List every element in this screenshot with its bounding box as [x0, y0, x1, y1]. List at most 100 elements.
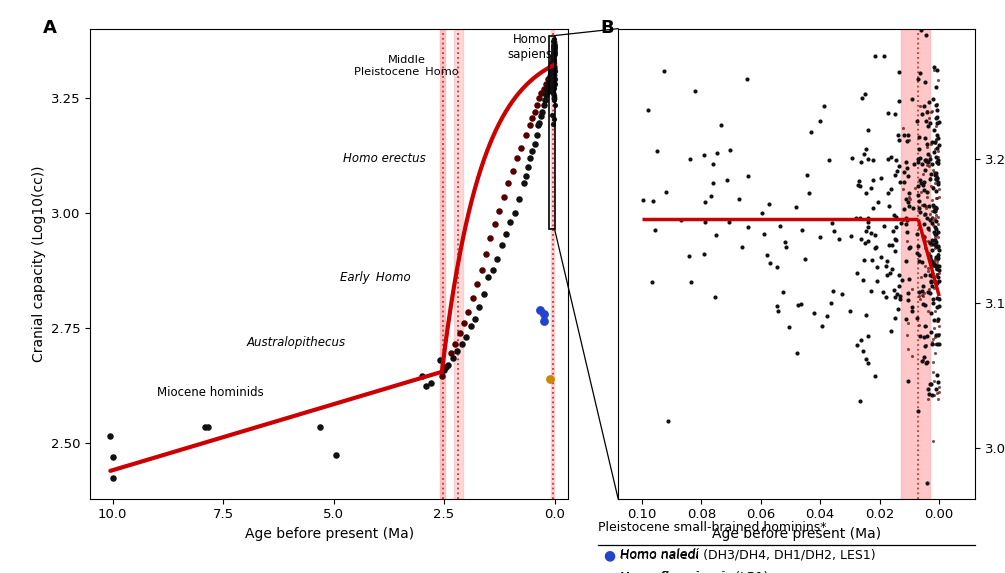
Point — [928, 384, 944, 393]
Point — [880, 154, 896, 163]
Point — [540, 74, 556, 84]
Point — [911, 406, 927, 415]
Point — [911, 74, 927, 83]
Point — [923, 173, 939, 182]
Point — [865, 176, 881, 185]
Point — [500, 178, 517, 187]
Point — [920, 150, 936, 159]
Point — [930, 157, 946, 166]
Text: Miocene hominids: Miocene hominids — [157, 386, 263, 399]
Point — [868, 276, 884, 285]
Point — [722, 218, 738, 227]
Point — [926, 284, 942, 293]
Point — [884, 240, 900, 249]
Point — [546, 74, 562, 84]
Point — [923, 140, 939, 149]
Point — [903, 303, 920, 312]
Point — [929, 388, 945, 397]
Point — [542, 84, 558, 93]
Point — [929, 256, 945, 265]
Point — [915, 356, 931, 366]
Point — [926, 228, 942, 237]
Point — [903, 351, 920, 360]
Point — [803, 127, 819, 136]
Point — [546, 64, 562, 73]
Point — [928, 174, 944, 183]
Point — [930, 242, 946, 252]
Point — [886, 211, 902, 220]
Point — [922, 201, 938, 210]
Point — [923, 289, 939, 298]
Point — [546, 72, 562, 81]
Point — [926, 65, 942, 74]
Point — [931, 315, 947, 324]
Point — [546, 77, 562, 86]
Point — [925, 261, 941, 270]
Point — [436, 365, 452, 374]
Point — [931, 232, 947, 241]
Point — [491, 206, 508, 215]
Point — [741, 223, 757, 232]
Point — [529, 100, 545, 109]
Point — [930, 241, 946, 250]
Point — [507, 209, 523, 218]
Point — [931, 253, 947, 262]
Point — [923, 241, 939, 250]
Point — [482, 234, 498, 243]
Point — [868, 262, 884, 272]
Point — [928, 206, 944, 215]
Point — [546, 52, 562, 61]
Point — [911, 196, 927, 205]
Point — [518, 130, 534, 139]
Point — [890, 96, 907, 105]
Point — [882, 152, 898, 162]
Point — [930, 316, 946, 325]
Point — [313, 422, 329, 431]
Point — [445, 354, 461, 363]
Point — [929, 272, 945, 281]
Point — [545, 71, 561, 80]
Point — [925, 200, 941, 209]
Point — [860, 332, 876, 341]
Point — [546, 69, 562, 78]
Point — [910, 182, 926, 191]
Point — [471, 303, 487, 312]
Point — [857, 90, 873, 99]
Point — [912, 176, 928, 185]
Point — [926, 323, 942, 332]
Point — [910, 116, 926, 125]
Point — [914, 160, 930, 169]
Point — [917, 333, 933, 342]
Point — [931, 388, 947, 397]
Point — [754, 209, 770, 218]
Point — [458, 333, 474, 342]
Point — [912, 144, 928, 154]
Point — [762, 258, 778, 268]
Point — [928, 229, 944, 238]
Point — [925, 339, 941, 348]
Bar — [550, 36, 555, 229]
Point — [547, 38, 563, 47]
Point — [931, 185, 947, 194]
Point — [793, 299, 809, 308]
Point — [930, 212, 946, 221]
Point — [928, 113, 944, 122]
Point — [930, 254, 946, 264]
Point — [200, 422, 216, 431]
Point — [536, 100, 552, 109]
Point — [493, 241, 510, 250]
Point — [855, 346, 871, 355]
Point — [890, 161, 907, 170]
Point — [544, 61, 560, 70]
Point — [868, 243, 884, 252]
Point — [892, 294, 909, 303]
Point — [925, 94, 941, 103]
Point — [929, 303, 945, 312]
Point — [857, 145, 873, 154]
Point — [853, 234, 869, 244]
Point — [545, 52, 561, 61]
Point — [547, 40, 563, 49]
Point — [918, 233, 934, 242]
Point — [696, 249, 713, 258]
Point — [920, 121, 936, 131]
